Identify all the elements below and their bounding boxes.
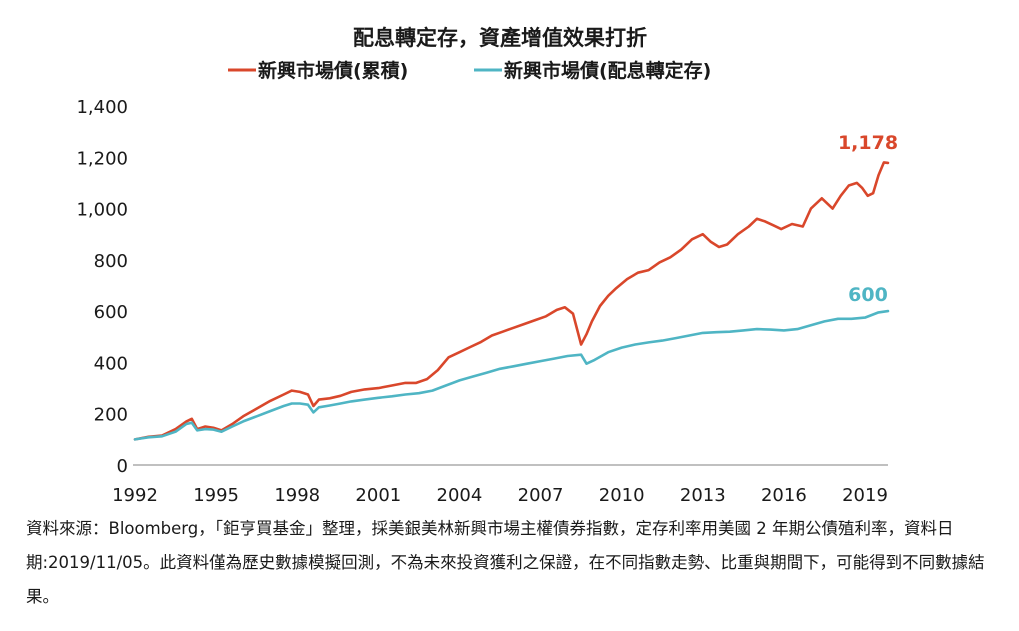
x-tick-label: 2010	[599, 485, 645, 506]
x-axis: 1992 1995 1998 2001 2004 2007 2010 2013 2016 2019	[112, 464, 888, 506]
x-tick-label: 1998	[274, 485, 320, 506]
y-tick-label: 600	[94, 302, 128, 323]
y-tick-label: 1,400	[76, 97, 128, 118]
y-tick-label: 1,000	[76, 200, 128, 221]
x-tick-label: 1992	[112, 485, 158, 506]
y-tick-label: 1,200	[76, 148, 128, 169]
legend-label-1: 新興市場債(配息轉定存)	[504, 59, 711, 82]
plot-area: 1,178 600	[133, 132, 898, 441]
series-line-1	[133, 309, 890, 441]
line-chart: 配息轉定存，資產增值效果打折 新興市場債(累積) 新興市場債(配息轉定存) 0 20…	[76, 26, 898, 506]
x-tick-label: 2013	[680, 485, 726, 506]
x-tick-label: 2004	[437, 485, 483, 506]
x-tick-label: 2016	[761, 485, 807, 506]
x-tick-label: 2007	[518, 485, 564, 506]
y-tick-label: 400	[94, 353, 128, 374]
series-line-0	[133, 161, 890, 441]
series-end-label-1: 600	[848, 284, 888, 306]
footnote: 資料來源：Bloomberg，「鉅亨買基金」整理，採美銀美林新興市場主權債券指數…	[26, 519, 985, 606]
y-tick-label: 800	[94, 251, 128, 272]
x-tick-label: 2001	[355, 485, 401, 506]
x-tick-label: 1995	[193, 485, 239, 506]
y-axis: 0 200 400 600 800 1,000 1,200 1,400	[76, 97, 128, 477]
chart-title: 配息轉定存，資產增值效果打折	[353, 26, 647, 50]
x-tick-label: 2019	[842, 485, 888, 506]
series-end-label-0: 1,178	[838, 132, 898, 154]
y-tick-label: 0	[117, 456, 128, 477]
y-tick-label: 200	[94, 405, 128, 426]
legend: 新興市場債(累積) 新興市場債(配息轉定存)	[228, 59, 711, 82]
legend-label-0: 新興市場債(累積)	[258, 59, 408, 82]
